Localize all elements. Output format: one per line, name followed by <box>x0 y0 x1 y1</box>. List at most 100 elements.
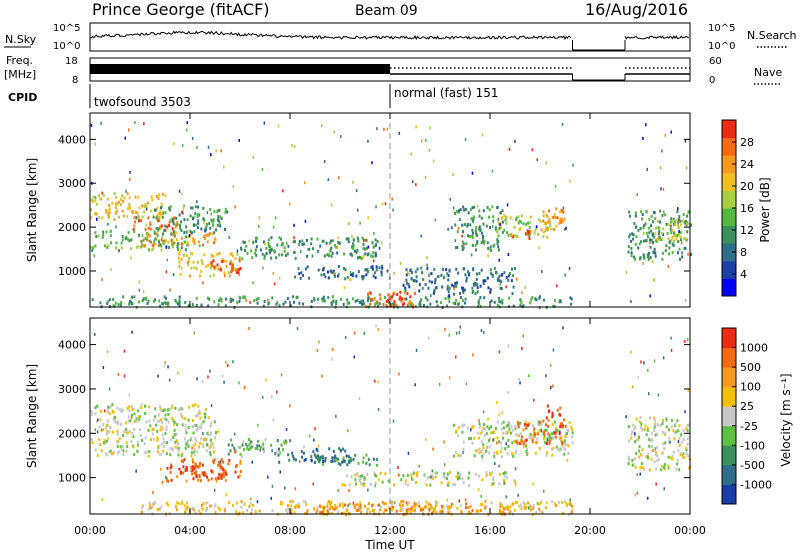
scatter-cell <box>374 276 377 280</box>
scatter-cell <box>210 421 213 425</box>
scatter-cell <box>232 267 235 271</box>
scatter-cell <box>234 268 237 272</box>
scatter-cell <box>493 430 496 434</box>
scatter-cell <box>216 263 219 267</box>
scatter-cell <box>493 266 496 270</box>
scatter-cell <box>509 509 512 513</box>
scatter-cell <box>171 403 174 407</box>
scatter-cell <box>153 501 156 504</box>
scatter-cell <box>448 300 450 304</box>
scatter-cell <box>473 215 476 219</box>
scatter-cell <box>376 240 379 244</box>
scatter-cell <box>420 234 422 238</box>
scatter-cell <box>659 468 662 472</box>
scatter-cell <box>418 303 421 306</box>
scatter-cell <box>232 298 234 302</box>
scatter-cell <box>455 429 458 433</box>
scatter-cell <box>246 252 249 255</box>
scatter-cell <box>225 493 227 497</box>
scatter-cell <box>415 125 417 129</box>
scatter-cell <box>638 242 641 246</box>
scatter-cell <box>144 436 147 440</box>
scatter-cell <box>684 298 687 302</box>
scatter-cell <box>485 471 488 474</box>
scatter-cell <box>507 274 510 278</box>
scatter-cell <box>187 235 190 239</box>
scatter-cell <box>175 439 178 443</box>
scatter-cell <box>289 499 292 503</box>
scatter-cell <box>496 303 499 307</box>
scatter-cell <box>289 202 291 206</box>
scatter-cell <box>132 435 135 439</box>
scatter-cell <box>116 406 119 410</box>
scatter-cell <box>197 465 200 469</box>
scatter-cell <box>204 233 207 237</box>
scatter-cell <box>107 436 109 440</box>
scatter-cell <box>194 414 197 418</box>
scatter-cell <box>365 273 368 277</box>
scatter-cell <box>402 284 405 287</box>
scatter-cell <box>344 335 347 339</box>
scatter-cell <box>332 449 335 453</box>
scatter-cell <box>182 207 185 211</box>
scatter-cell <box>645 455 648 458</box>
scatter-cell <box>346 275 349 279</box>
scatter-cell <box>181 500 184 504</box>
scatter-cell <box>200 227 203 231</box>
scatter-cell <box>454 302 457 306</box>
scatter-cell <box>374 481 377 485</box>
scatter-cell <box>147 216 150 220</box>
scatter-cell <box>393 271 395 275</box>
scatter-cell <box>128 196 131 200</box>
scatter-cell <box>528 435 531 439</box>
scatter-cell <box>399 261 402 265</box>
scatter-cell <box>240 500 243 504</box>
scatter-cell <box>659 220 662 224</box>
scatter-cell <box>392 419 395 423</box>
scatter-cell <box>659 238 662 242</box>
scatter-cell <box>286 252 289 256</box>
scatter-cell <box>169 407 171 411</box>
scatter-cell <box>204 509 207 513</box>
scatter-cell <box>178 260 181 264</box>
scatter-cell <box>133 295 136 299</box>
scatter-cell <box>207 145 210 149</box>
scatter-cell <box>173 428 176 432</box>
scatter-cell <box>189 438 192 442</box>
scatter-cell <box>469 234 471 238</box>
scatter-cell <box>240 247 243 251</box>
scatter-cell <box>676 210 679 214</box>
scatter-cell <box>661 464 664 468</box>
scatter-cell <box>653 251 656 255</box>
scatter-cell <box>540 422 543 426</box>
scatter-cell <box>647 496 649 500</box>
scatter-cell <box>149 234 151 238</box>
scatter-cell <box>662 227 665 231</box>
scatter-cell <box>517 493 519 497</box>
scatter-cell <box>164 296 167 300</box>
scatter-cell <box>335 414 337 418</box>
scatter-cell <box>505 506 508 510</box>
scatter-cell <box>490 431 493 435</box>
scatter-cell <box>468 510 471 514</box>
scatter-cell <box>267 241 270 245</box>
scatter-cell <box>262 447 265 451</box>
scatter-cell <box>232 185 235 189</box>
scatter-cell <box>104 409 106 413</box>
scatter-cell <box>329 502 331 505</box>
scatter-cell <box>150 438 152 441</box>
scatter-cell <box>684 220 687 224</box>
scatter-cell <box>196 426 199 430</box>
scatter-cell <box>501 504 504 508</box>
scatter-cell <box>155 232 158 236</box>
scatter-cell <box>479 228 482 232</box>
scatter-cell <box>197 478 199 482</box>
scatter-cell <box>411 505 413 509</box>
scatter-cell <box>467 234 469 238</box>
scatter-cell <box>163 229 166 233</box>
scatter-cell <box>150 209 153 213</box>
scatter-cell <box>130 256 132 260</box>
scatter-cell <box>210 469 213 473</box>
